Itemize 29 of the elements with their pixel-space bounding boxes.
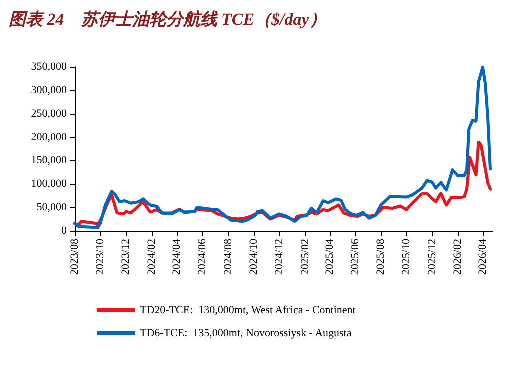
x-tick-label: 2024/06 [196,238,209,276]
y-tick-label: 50,000 [36,202,68,214]
x-tick-label: 2025/06 [350,238,362,276]
x-tick-label: 2026/04 [476,238,489,276]
y-tick-label: 0 [62,225,68,237]
x-tick-label: 2024/04 [171,238,184,276]
y-tick-label: 250,000 [31,108,68,120]
x-tick-label: 2023/08 [69,238,81,276]
x-tick-label: 2023/12 [120,239,132,276]
x-tick-label: 2025/08 [375,238,388,276]
y-tick-label: 200,000 [31,131,68,144]
x-tick-label: 2024/12 [273,239,286,276]
y-tick-label: 150,000 [31,154,68,167]
x-tick-label: 2023/10 [94,238,107,276]
y-tick-label: 350,000 [31,61,68,73]
x-tick-label: 2025/04 [324,238,336,276]
x-tick-label: 2025/12 [426,239,438,276]
y-tick-label: 300,000 [31,84,68,96]
x-tick-label: 2024/02 [146,239,158,276]
line-series [74,66,492,230]
x-tick-label: 2025/10 [400,238,413,276]
x-tick-label: 2025/02 [299,239,312,276]
legend-label: TD6-TCE: 135,000mt, Novorossiysk - Augusta [140,328,352,340]
chart-title: 图表 24 苏伊士油轮分航线 TCE（$/day） [9,10,326,29]
x-tick-label: 2026/02 [452,239,464,276]
x-tick-label: 2024/10 [248,238,260,276]
y-tick-label: 100,000 [31,178,68,190]
legend-label: TD20-TCE: 130,000mt, West Africa - Continent [140,304,356,316]
x-tick-label: 2024/08 [222,238,234,276]
